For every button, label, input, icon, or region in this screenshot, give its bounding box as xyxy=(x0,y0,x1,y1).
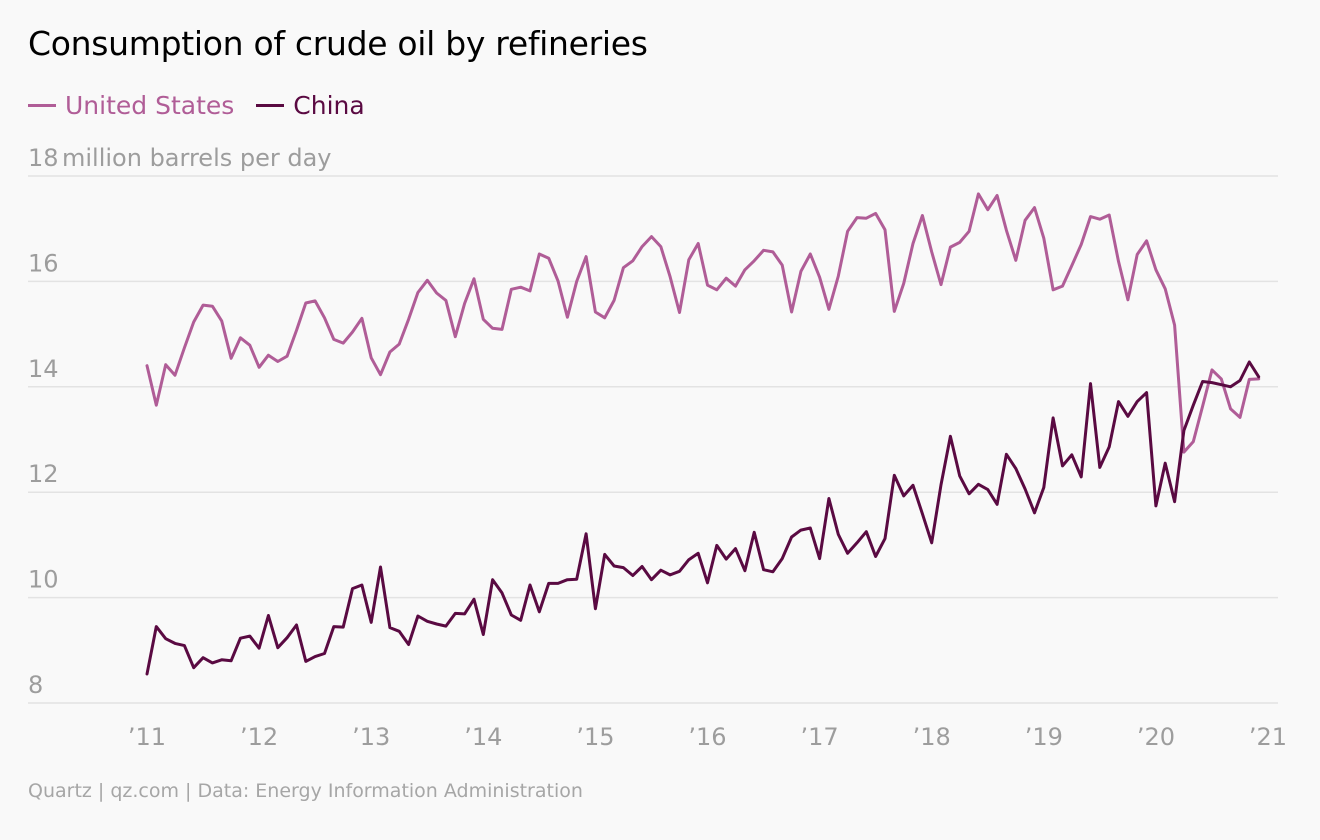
y-tick-label-18: 18 xyxy=(28,144,59,172)
x-tick-label-2015: ’15 xyxy=(576,723,614,751)
x-tick-label-2021: ’21 xyxy=(1249,723,1287,751)
legend-swatch-china xyxy=(256,103,285,107)
x-tick-label-2011: ’11 xyxy=(128,723,166,751)
legend-label-united-states: United States xyxy=(65,90,235,120)
gridlines xyxy=(28,175,1278,704)
legend: United States China xyxy=(28,88,387,122)
series-line-china xyxy=(145,360,1261,676)
legend-swatch-united-states xyxy=(28,103,56,107)
y-tick-label-8: 8 xyxy=(28,671,43,699)
x-tick-label-2017: ’17 xyxy=(801,723,839,751)
chart-title: Consumption of crude oil by refineries xyxy=(28,24,648,63)
x-tick-label-2018: ’18 xyxy=(913,723,951,751)
source-footer: Quartz | qz.com | Data: Energy Informati… xyxy=(28,780,583,802)
legend-item-united-states: United States xyxy=(28,91,234,120)
series-line-united-states xyxy=(145,192,1261,454)
x-tick-label-2016: ’16 xyxy=(688,723,726,751)
y-axis-unit-label: million barrels per day xyxy=(62,144,332,172)
x-axis: ’11 ’12 ’13 ’14 ’15 ’16 ’17 ’18 ’19 ’20 ’21 xyxy=(128,723,1287,751)
legend-label-china: China xyxy=(293,90,365,120)
x-tick-label-2019: ’19 xyxy=(1025,723,1063,751)
legend-item-china: China xyxy=(256,90,365,120)
x-tick-label-2014: ’14 xyxy=(464,723,502,751)
series-lines xyxy=(145,192,1261,676)
x-tick-label-2013: ’13 xyxy=(352,723,390,751)
x-tick-label-2012: ’12 xyxy=(240,723,278,751)
y-tick-label-10: 10 xyxy=(28,566,59,594)
y-axis: 8 10 12 14 16 18 million barrels per day xyxy=(28,144,332,699)
y-tick-label-12: 12 xyxy=(28,460,59,488)
x-tick-label-2020: ’20 xyxy=(1137,723,1175,751)
y-tick-label-14: 14 xyxy=(28,355,59,383)
y-tick-label-16: 16 xyxy=(28,249,59,277)
